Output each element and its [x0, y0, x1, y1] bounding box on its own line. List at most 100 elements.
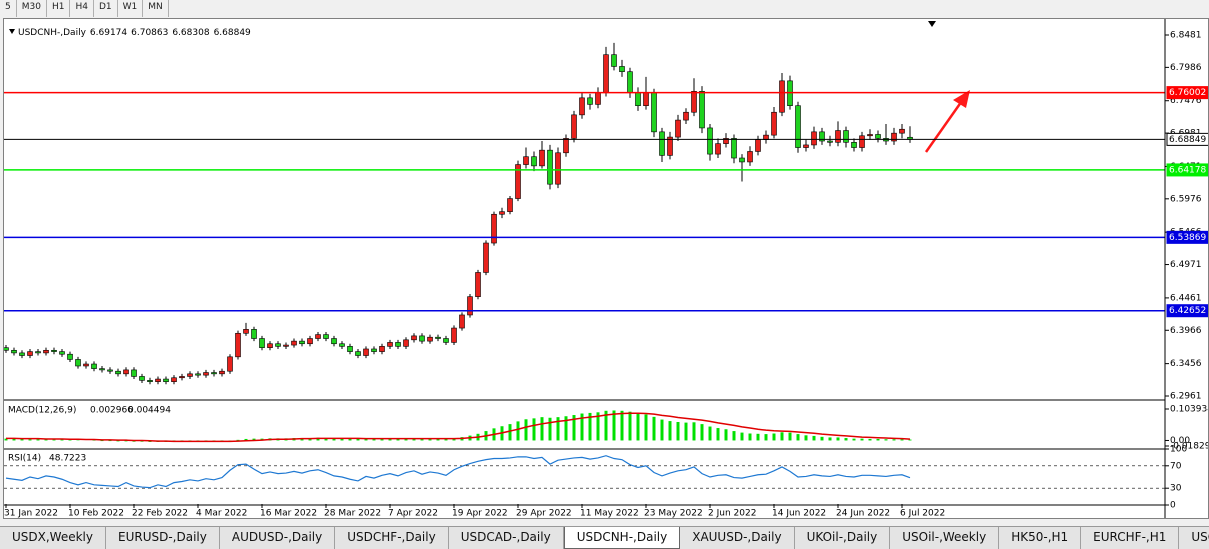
candle-body [636, 93, 641, 106]
candle-body [716, 144, 721, 154]
macd-bar [821, 437, 824, 441]
candle-body [388, 342, 393, 346]
candle-body [428, 337, 433, 341]
timeframe-button[interactable]: M30 [17, 0, 47, 17]
candle-body [108, 370, 113, 371]
candle-body [132, 370, 137, 377]
y-tick-label: 6.3456 [1170, 359, 1202, 369]
macd-bar [653, 417, 656, 441]
chart-tab[interactable]: UKOil-,Daily [795, 527, 891, 549]
macd-bar [749, 433, 752, 440]
candle-body [708, 128, 713, 154]
candle-body [204, 373, 209, 376]
macd-bar [869, 439, 872, 441]
chart-tab[interactable]: USOil-,H [1179, 527, 1209, 549]
x-tick-label: 10 Feb 2022 [68, 509, 124, 519]
macd-bar [549, 418, 552, 441]
y-tick-label: 6.4461 [1170, 293, 1202, 303]
x-tick-label: 31 Jan 2022 [4, 509, 58, 519]
candle-body [804, 145, 809, 148]
candle-body [588, 98, 593, 105]
candle-body [660, 132, 665, 156]
x-tick-label: 11 May 2022 [580, 509, 639, 519]
x-tick-label: 28 Mar 2022 [324, 509, 381, 519]
candle-body [860, 136, 865, 148]
timeframe-button[interactable]: 5 [0, 0, 17, 17]
candle-body [292, 341, 297, 345]
candle-body [596, 93, 601, 105]
timeframe-button[interactable]: D1 [94, 0, 118, 17]
macd-value: 0.002966 [90, 406, 133, 416]
candle-body [468, 297, 473, 315]
candle-body [148, 380, 153, 381]
candle-body [404, 340, 409, 347]
level-label: 6.53869 [1169, 233, 1206, 243]
candle-body [436, 337, 441, 338]
ohlc-value: 6.68308 [172, 28, 209, 38]
candle-body [12, 350, 17, 353]
macd-bar [717, 428, 720, 440]
candle-body [444, 339, 449, 343]
macd-signal-value: 0.004494 [128, 406, 171, 416]
macd-bar [757, 434, 760, 441]
timeframe-button[interactable]: MN [143, 0, 169, 17]
macd-bar [629, 412, 632, 441]
candle-body [164, 379, 169, 382]
candle-body [52, 350, 57, 351]
chart-tab[interactable]: USOil-,Weekly [890, 527, 999, 549]
candle-body [276, 344, 281, 347]
candle-body [500, 212, 505, 215]
candle-body [508, 199, 513, 212]
macd-bar [645, 414, 648, 440]
chart-tab[interactable]: XAUUSD-,Daily [680, 527, 794, 549]
candle-body [308, 339, 313, 344]
candle-body [484, 243, 489, 272]
candle-body [188, 374, 193, 377]
chart-tab[interactable]: AUDUSD-,Daily [220, 527, 335, 549]
candle-body [852, 142, 857, 147]
macd-bar [621, 411, 624, 441]
macd-bar [893, 439, 896, 440]
candle-body [900, 129, 905, 133]
candle-body [612, 55, 617, 67]
macd-bar [637, 413, 640, 440]
candle-body [4, 348, 9, 351]
chart-tab[interactable]: EURCHF-,H1 [1081, 527, 1179, 549]
candle-body [652, 93, 657, 132]
chart-tab[interactable]: EURUSD-,Daily [106, 527, 220, 549]
candle-body [836, 131, 841, 143]
candle-body [732, 138, 737, 158]
chart-tab[interactable]: HK50-,H1 [999, 527, 1081, 549]
candle-body [340, 344, 345, 347]
macd-bar [789, 433, 792, 441]
candle-body [420, 336, 425, 341]
macd-bar [533, 418, 536, 440]
candle-body [532, 157, 537, 166]
candle-body [180, 376, 185, 377]
rsi-value: 48.7223 [49, 454, 86, 464]
candle-body [548, 150, 553, 184]
candle-body [116, 371, 121, 374]
chart-tab[interactable]: USDCHF-,Daily [335, 527, 448, 549]
candle-body [244, 329, 249, 333]
macd-bar [877, 439, 880, 441]
timeframe-button[interactable]: H1 [47, 0, 71, 17]
timeframe-button[interactable]: W1 [118, 0, 144, 17]
x-tick-label: 19 Apr 2022 [452, 509, 508, 519]
symbol-title: USDCNH-,Daily [18, 28, 87, 38]
chart-tab[interactable]: USDCNH-,Daily [564, 527, 681, 549]
macd-bar [357, 439, 360, 441]
candle-body [556, 153, 561, 184]
chart-tab[interactable]: USDCAD-,Daily [449, 527, 564, 549]
candle-body [524, 157, 529, 165]
x-tick-label: 14 Jun 2022 [772, 509, 826, 519]
candle-body [692, 91, 697, 112]
macd-bar [773, 433, 776, 440]
timeframe-button[interactable]: H4 [70, 0, 94, 17]
candle-body [100, 369, 105, 370]
macd-title: MACD(12,26,9) [8, 406, 76, 416]
chart-tab[interactable]: USDX,Weekly [0, 527, 106, 549]
